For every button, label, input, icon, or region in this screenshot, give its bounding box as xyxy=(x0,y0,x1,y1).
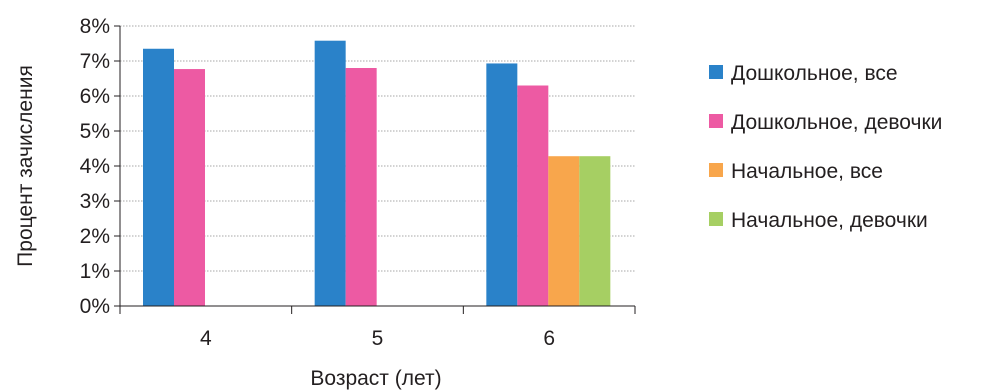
legend-swatch xyxy=(709,212,723,226)
legend: Дошкольное, все Дошкольное, девочки Началь… xyxy=(709,62,942,232)
legend-swatch xyxy=(709,65,723,79)
y-tick-label: 1% xyxy=(80,260,110,283)
axes xyxy=(114,25,636,314)
y-axis-title: Процент зачисления xyxy=(14,65,37,267)
y-tick-label: 7% xyxy=(80,50,110,73)
legend-swatch xyxy=(709,163,723,177)
legend-label: Начальное, девочки xyxy=(731,209,928,232)
bar xyxy=(143,48,174,306)
y-tick-label: 0% xyxy=(80,295,110,318)
legend-swatch xyxy=(709,114,723,128)
tick-labels: 0% 1% 2% 3% 4% 5% 6% 7% 8% 4 5 6 xyxy=(80,15,555,350)
bars xyxy=(143,40,611,307)
y-tick-label: 4% xyxy=(80,155,110,178)
legend-label: Начальное, все xyxy=(731,160,883,183)
legend-label: Дошкольное, все xyxy=(731,62,898,85)
x-tick-label: 4 xyxy=(200,327,212,350)
bar xyxy=(517,85,549,306)
bar xyxy=(548,156,580,306)
y-tick-label: 8% xyxy=(80,15,110,38)
bar xyxy=(345,68,377,306)
y-tick-label: 3% xyxy=(80,190,110,213)
y-tick-label: 5% xyxy=(80,120,110,143)
bar xyxy=(579,156,611,306)
bar xyxy=(174,69,205,306)
x-tick-label: 6 xyxy=(543,327,555,350)
legend-label: Дошкольное, девочки xyxy=(731,111,942,134)
y-tick-label: 6% xyxy=(80,85,110,108)
x-tick-label: 5 xyxy=(372,327,384,350)
x-axis-title: Возраст (лет) xyxy=(310,367,441,390)
bar xyxy=(486,63,518,307)
bar xyxy=(314,40,346,306)
y-tick-label: 2% xyxy=(80,225,110,248)
